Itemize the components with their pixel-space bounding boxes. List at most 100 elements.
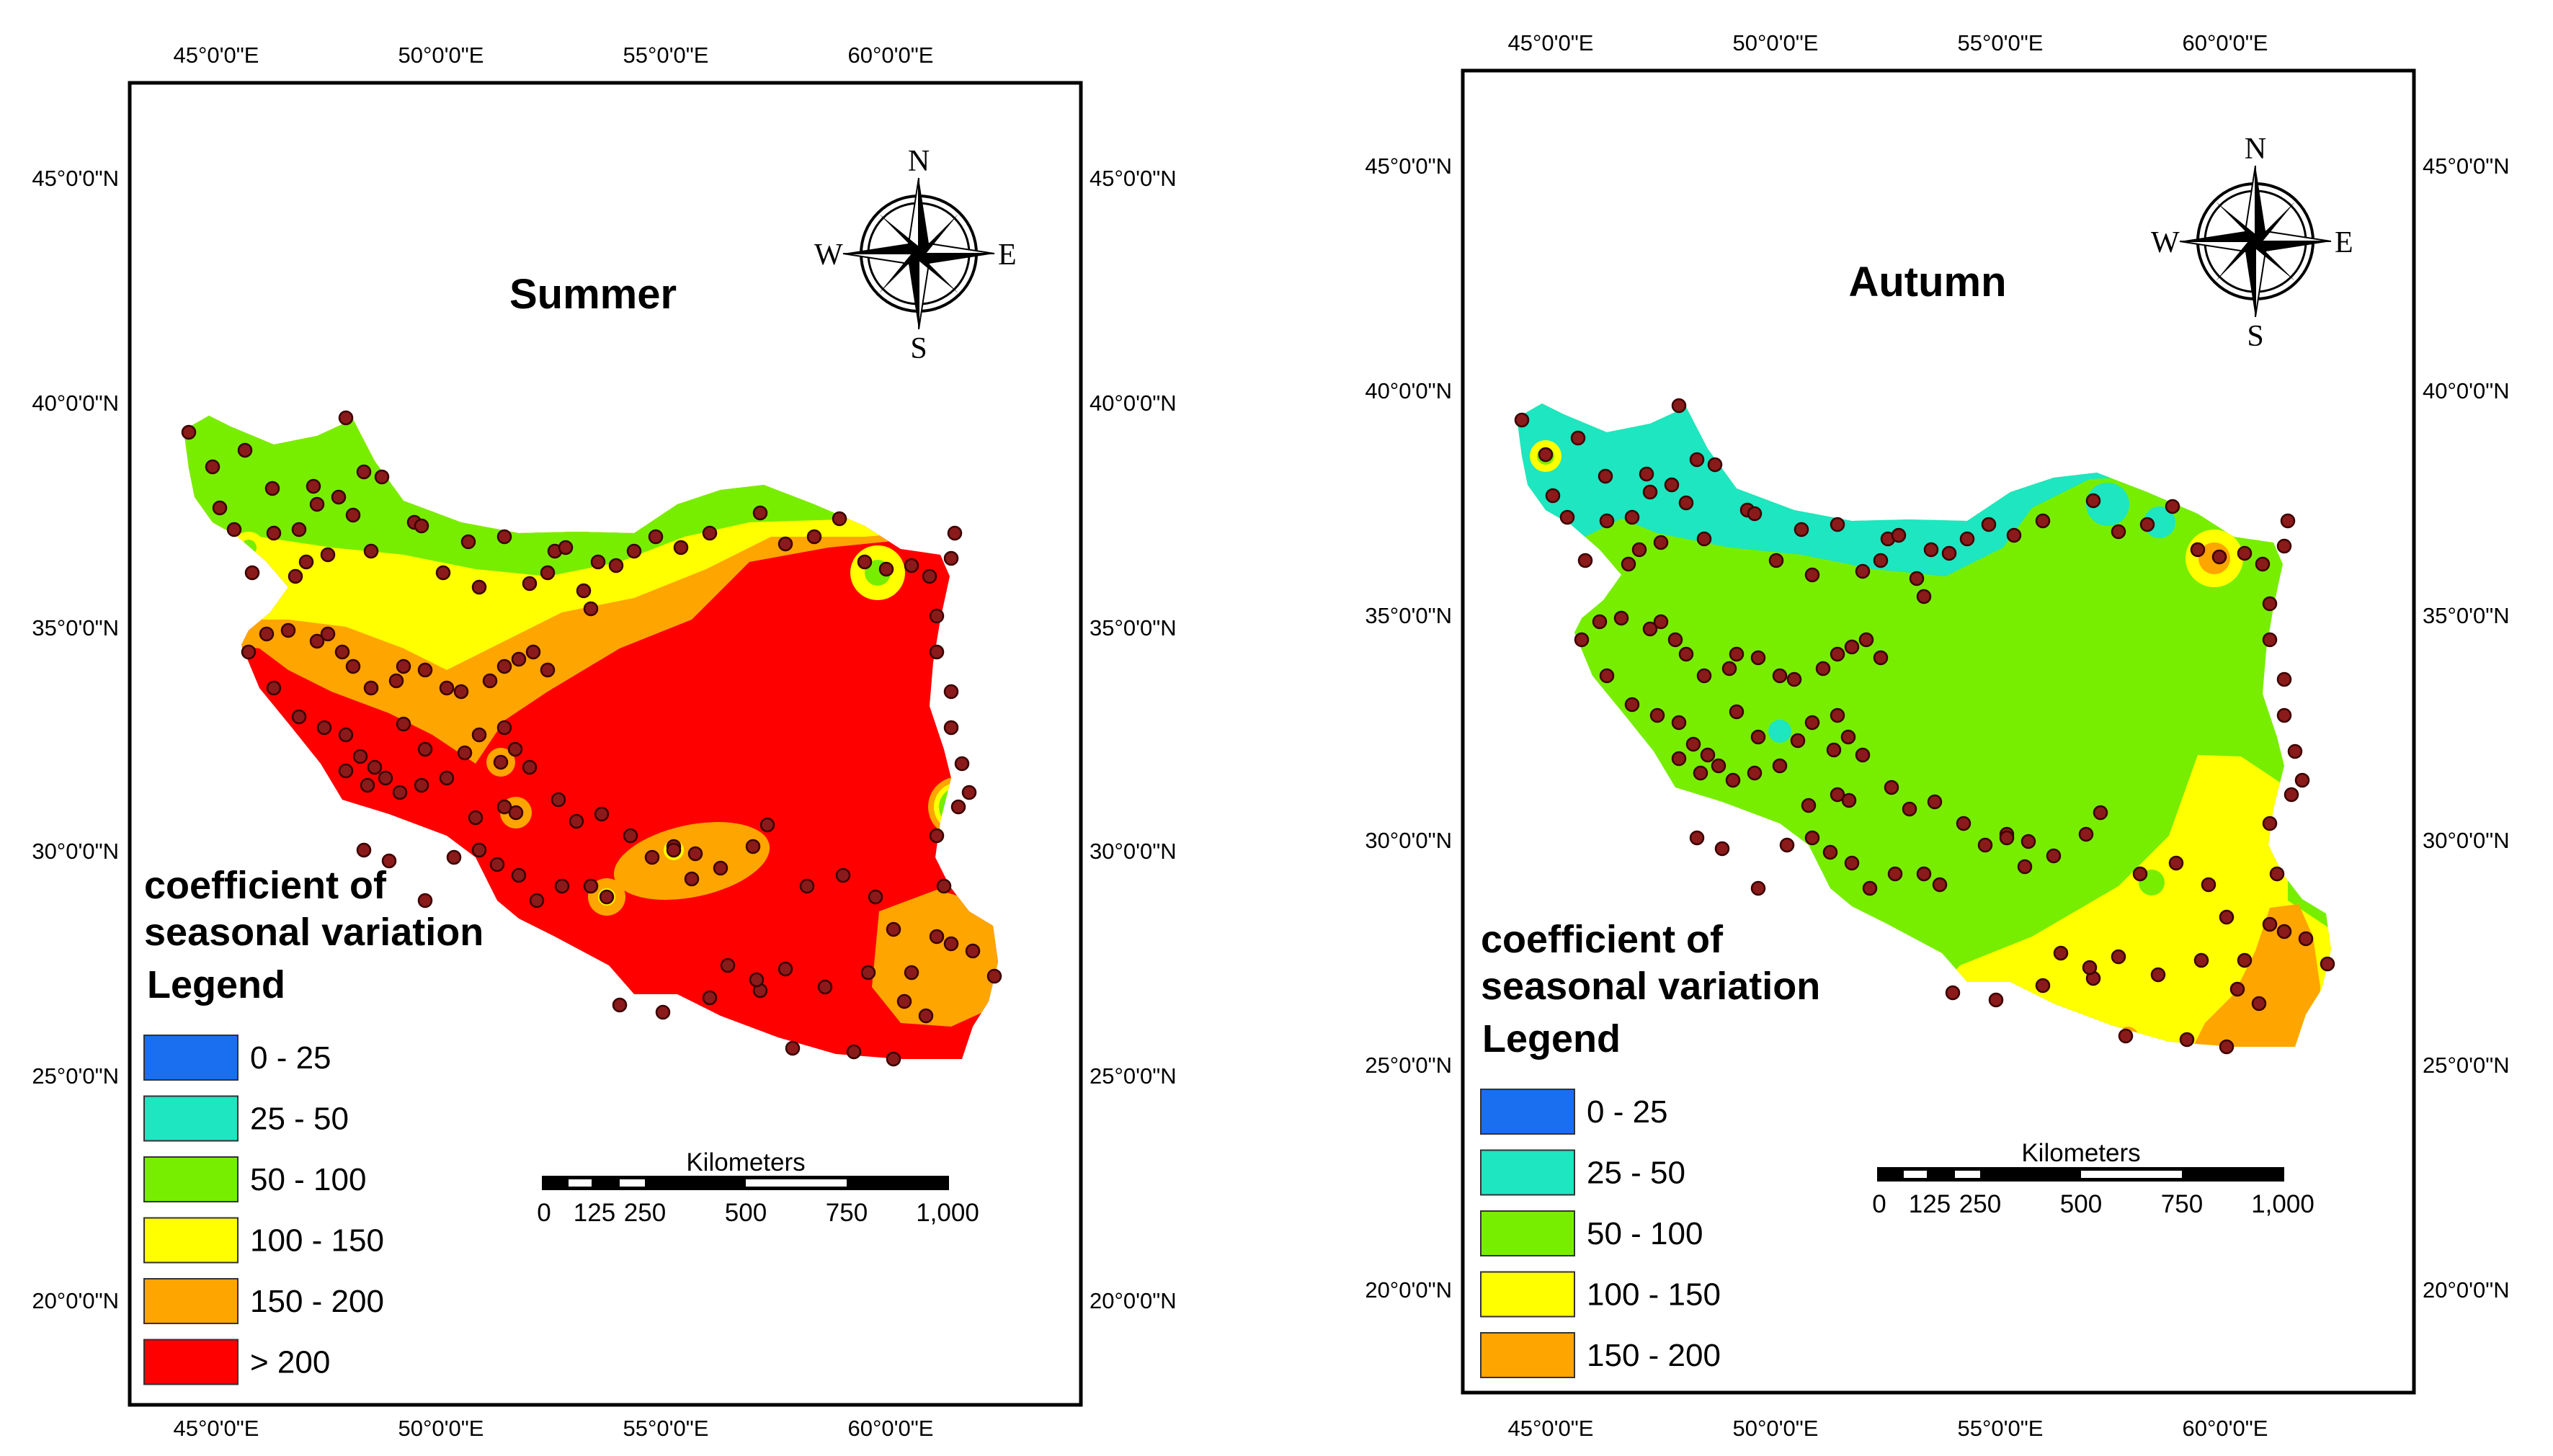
summer-panel: 45°0'0"E 50°0'0"E 55°0'0"E 60°0'0"E 45°0… — [32, 43, 1176, 1441]
station-marker — [1830, 707, 1845, 723]
station-marker — [1804, 715, 1820, 731]
station-marker — [1689, 830, 1705, 846]
station-marker — [1639, 466, 1654, 482]
compass-s-label: S — [910, 332, 927, 365]
station-marker — [1779, 837, 1795, 853]
lon-label: 55°0'0"E — [623, 1416, 709, 1441]
station-marker — [943, 720, 959, 736]
station-marker — [1794, 522, 1809, 537]
scale-tick-label: 125 — [574, 1199, 615, 1227]
station-marker — [1678, 646, 1694, 662]
station-marker — [1649, 707, 1665, 723]
lon-label: 50°0'0"E — [1733, 30, 1819, 55]
legend-swatch — [1480, 1210, 1575, 1256]
station-marker — [181, 424, 197, 440]
station-marker — [569, 813, 584, 829]
legend-swatch — [143, 1278, 239, 1324]
station-marker — [1873, 650, 1889, 666]
station-marker — [2111, 524, 2126, 540]
lat-label: 45°0'0"N — [32, 166, 119, 191]
station-marker — [666, 842, 682, 858]
station-marker — [1941, 545, 1957, 561]
station-marker — [918, 1008, 934, 1024]
station-marker — [1693, 765, 1708, 781]
station-marker — [496, 720, 512, 736]
station-marker — [352, 749, 368, 764]
station-marker — [374, 469, 390, 485]
station-marker — [1747, 765, 1763, 781]
station-marker — [1545, 488, 1561, 504]
station-marker — [1624, 697, 1640, 713]
station-marker — [1844, 855, 1860, 871]
station-marker — [922, 568, 937, 584]
station-marker — [493, 754, 509, 770]
station-marker — [612, 997, 628, 1013]
station-marker — [655, 1004, 671, 1020]
scale-tick-label: 500 — [2060, 1190, 2102, 1218]
station-marker — [749, 972, 765, 988]
compass-n-label: N — [2245, 133, 2266, 166]
lat-label: 45°0'0"N — [2423, 153, 2510, 179]
station-marker — [306, 478, 321, 494]
station-marker — [904, 558, 919, 573]
autumn-scale-bar: Kilometers 0 125 250 500 750 1,000 — [1872, 1139, 2314, 1218]
station-marker — [1768, 553, 1784, 568]
station-marker — [2118, 1028, 2134, 1044]
zone-fill-25-50-spot — [1768, 720, 1791, 743]
legend-label: 50 - 100 — [1587, 1216, 1703, 1251]
lon-label: 45°0'0"E — [174, 1416, 259, 1441]
legend-label: 150 - 200 — [250, 1284, 384, 1319]
station-marker — [745, 839, 761, 854]
station-marker — [1598, 468, 1613, 484]
station-marker — [2298, 931, 2314, 947]
lat-label: 40°0'0"N — [2423, 378, 2510, 403]
station-marker — [471, 727, 487, 743]
station-marker — [896, 993, 912, 1009]
station-marker — [1721, 661, 1737, 676]
station-marker — [363, 543, 379, 559]
station-marker — [1671, 751, 1687, 767]
station-marker — [583, 878, 599, 894]
lat-label: 35°0'0"N — [32, 615, 119, 640]
autumn-lat-labels-left: 45°0'0"N 40°0'0"N 35°0'0"N 30°0'0"N 25°0… — [1365, 153, 1452, 1303]
station-marker — [713, 860, 729, 876]
station-marker — [1945, 985, 1961, 1001]
legend-label: 0 - 25 — [1587, 1094, 1668, 1130]
scale-tick-label: 125 — [1909, 1190, 1951, 1218]
station-marker — [2035, 978, 2051, 993]
lat-label: 35°0'0"N — [1090, 615, 1177, 640]
station-marker — [1916, 866, 1932, 882]
station-marker — [2251, 996, 2267, 1011]
station-marker — [529, 893, 545, 908]
station-marker — [626, 543, 642, 559]
station-marker — [345, 507, 361, 523]
station-marker — [2078, 826, 2094, 842]
lon-label: 50°0'0"E — [1733, 1416, 1819, 1441]
station-marker — [338, 763, 354, 779]
station-marker — [1815, 661, 1831, 676]
station-marker — [1959, 531, 1975, 547]
station-marker — [446, 849, 462, 865]
station-marker — [1956, 816, 1971, 831]
station-marker — [950, 799, 966, 815]
scale-tick-label: 0 — [1872, 1190, 1886, 1218]
lat-label: 25°0'0"N — [32, 1063, 119, 1089]
station-marker — [2201, 877, 2216, 893]
scale-tick-label: 0 — [537, 1199, 551, 1227]
station-marker — [2276, 924, 2292, 939]
station-marker — [929, 608, 945, 624]
scale-unit-label: Kilometers — [2021, 1139, 2140, 1167]
station-marker — [291, 522, 307, 537]
station-marker — [986, 968, 1002, 984]
station-marker — [338, 727, 354, 743]
station-marker — [2237, 545, 2253, 561]
station-marker — [644, 849, 660, 865]
station-marker — [1714, 841, 1730, 857]
station-marker — [496, 658, 512, 674]
station-marker — [1855, 747, 1871, 763]
station-marker — [2294, 772, 2310, 788]
station-marker — [471, 842, 487, 858]
station-marker — [2053, 945, 2069, 961]
station-marker — [334, 644, 350, 660]
station-marker — [929, 644, 945, 660]
